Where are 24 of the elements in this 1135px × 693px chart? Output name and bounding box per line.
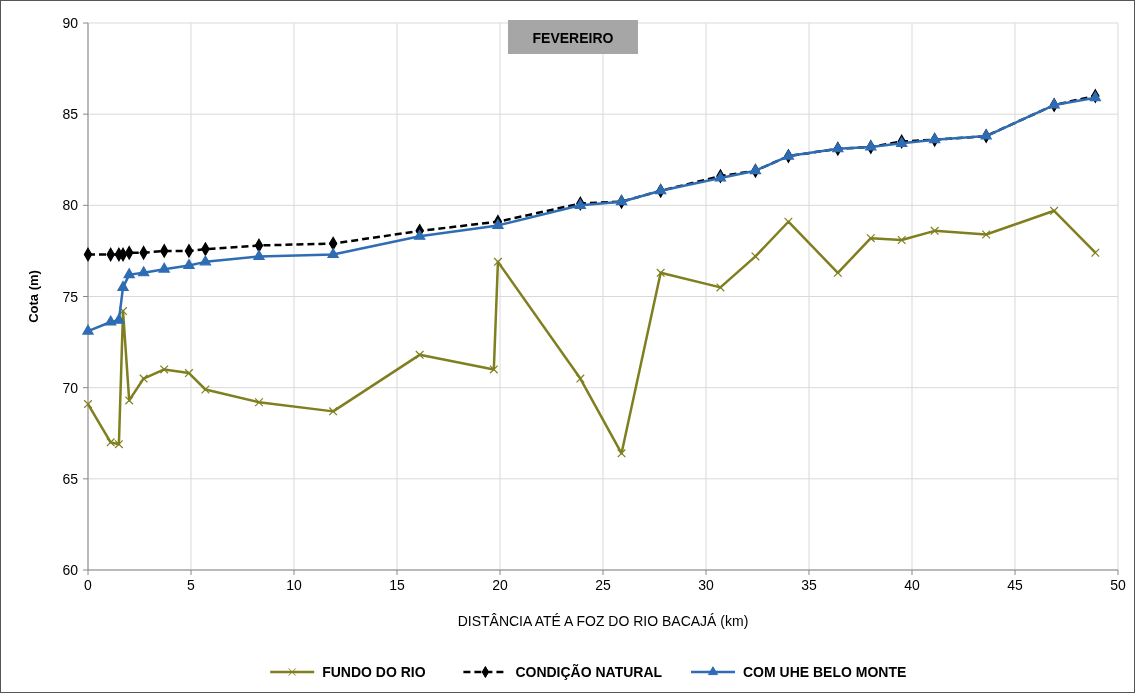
legend-label: FUNDO DO RIO xyxy=(322,664,426,680)
legend-label: COM UHE BELO MONTE xyxy=(743,664,907,680)
y-tick-label: 60 xyxy=(62,562,79,578)
x-tick-label: 5 xyxy=(187,577,196,593)
x-tick-label: 25 xyxy=(595,577,611,593)
x-tick-label: 20 xyxy=(492,577,508,593)
y-tick-label: 70 xyxy=(62,379,79,396)
x-axis-title: DISTÂNCIA ATÉ A FOZ DO RIO BACAJÁ (km) xyxy=(457,613,749,629)
y-tick-label: 75 xyxy=(62,288,79,305)
y-tick-label: 80 xyxy=(62,197,79,214)
y-axis-title: Cota (m) xyxy=(26,270,41,323)
x-tick-label: 35 xyxy=(801,577,817,593)
y-tick-label: 65 xyxy=(62,470,79,487)
y-tick-label: 90 xyxy=(62,15,79,31)
x-tick-label: 10 xyxy=(286,577,302,593)
x-tick-label: 30 xyxy=(698,577,714,593)
text: FEVEREIRO xyxy=(532,30,614,46)
x-tick-label: 40 xyxy=(904,577,920,593)
x-tick-label: 50 xyxy=(1110,577,1126,593)
y-tick-label: 85 xyxy=(62,106,79,123)
x-tick-label: 0 xyxy=(84,577,93,593)
x-tick-label: 15 xyxy=(389,577,405,593)
legend-label: CONDIÇÃO NATURAL xyxy=(515,663,663,680)
x-tick-label: 45 xyxy=(1007,577,1023,593)
